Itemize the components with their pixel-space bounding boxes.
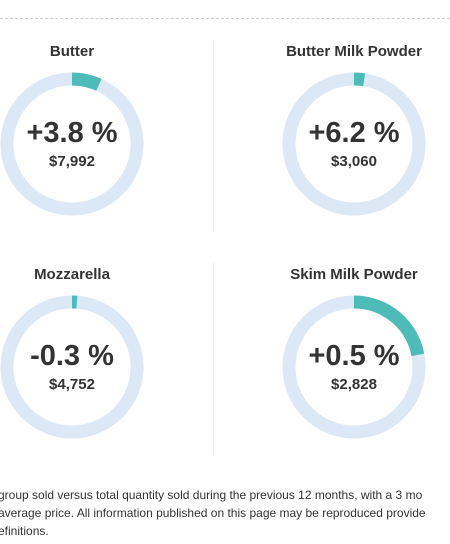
product-card-skim-milk-powder: Skim Milk Powder +0.5 % $2,828: [234, 266, 450, 466]
footnote-line: group sold versus total quantity sold du…: [0, 488, 423, 502]
product-title: Butter: [49, 43, 95, 60]
price-value: $2,828: [331, 376, 377, 393]
product-card-butter: Butter +3.8 % $7,992: [0, 43, 192, 243]
donut-arc: [0, 72, 144, 216]
donut-arc: [0, 295, 144, 439]
change-percent: +0.5 %: [308, 340, 400, 372]
column-divider-bottom: [213, 263, 214, 455]
footnote-line: average price. All information published…: [0, 506, 426, 520]
price-value: $7,992: [49, 153, 95, 170]
donut-chart: +0.5 % $2,828: [279, 292, 429, 442]
product-title: Skim Milk Powder: [290, 266, 418, 283]
product-card-butter-milk-powder: Butter Milk Powder +6.2 % $3,060: [234, 43, 450, 243]
product-title: Butter Milk Powder: [286, 43, 422, 60]
change-percent: +6.2 %: [308, 117, 400, 149]
product-card-mozzarella: Mozzarella -0.3 % $4,752: [0, 266, 192, 466]
top-divider: [0, 18, 450, 19]
donut-chart: +6.2 % $3,060: [279, 69, 429, 219]
footnote-line: efinitions.: [0, 524, 49, 538]
donut-arc: [282, 72, 426, 216]
donut-arc: [282, 295, 426, 439]
column-divider-top: [213, 40, 214, 232]
product-title: Mozzarella: [34, 266, 110, 283]
footnote: group sold versus total quantity sold du…: [0, 486, 450, 540]
donut-chart: -0.3 % $4,752: [0, 292, 147, 442]
change-percent: -0.3 %: [30, 340, 114, 372]
price-value: $3,060: [331, 153, 377, 170]
change-percent: +3.8 %: [26, 117, 118, 149]
price-value: $4,752: [49, 376, 95, 393]
donut-chart: +3.8 % $7,992: [0, 69, 147, 219]
